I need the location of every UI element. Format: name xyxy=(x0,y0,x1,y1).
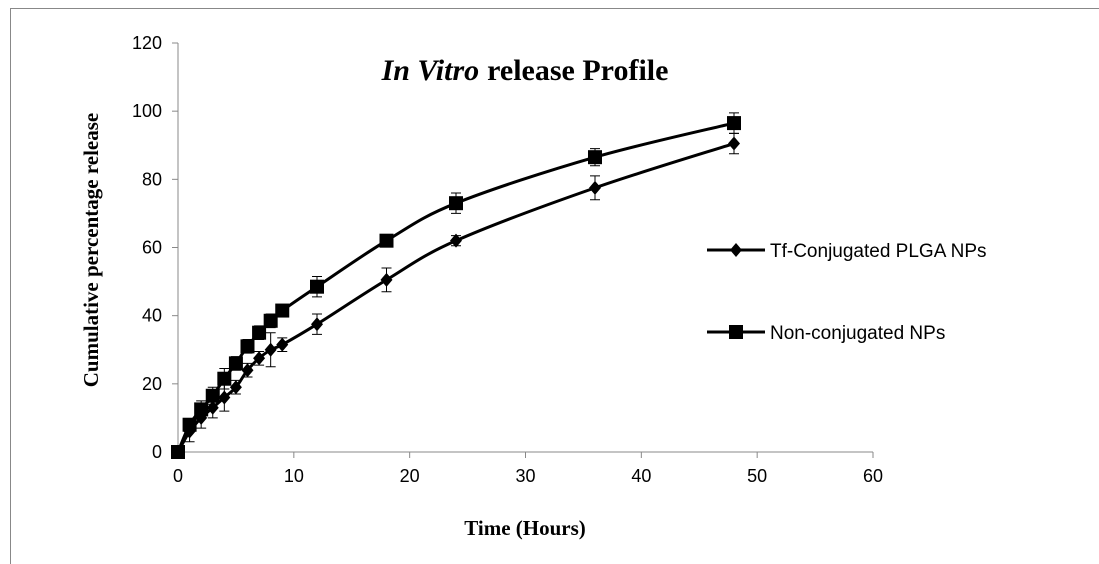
y-axis-title: Cumulative percentage release xyxy=(79,113,103,388)
marker-diamond xyxy=(311,317,323,332)
series-line xyxy=(176,142,735,453)
y-tick-label: 20 xyxy=(142,374,162,394)
marker-square xyxy=(310,279,324,294)
marker-square xyxy=(588,150,602,165)
x-tick-label: 10 xyxy=(284,466,304,486)
legend-label: Tf-Conjugated PLGA NPs xyxy=(770,241,987,262)
marker-square xyxy=(727,116,741,131)
title-rest: release Profile xyxy=(487,54,668,87)
marker-diamond xyxy=(728,136,740,151)
series-line xyxy=(176,121,735,453)
chart-frame xyxy=(10,8,1099,564)
marker-square xyxy=(228,356,243,371)
y-tick-label: 0 xyxy=(152,442,162,462)
title-italic: In Vitro xyxy=(381,54,480,87)
marker-square xyxy=(205,388,220,403)
marker-square xyxy=(182,417,197,432)
marker-diamond xyxy=(241,363,254,378)
legend-marker xyxy=(730,243,742,257)
marker-square xyxy=(240,339,255,354)
marker-diamond xyxy=(229,380,242,395)
marker-square xyxy=(275,303,290,318)
x-tick-label: 60 xyxy=(863,466,883,486)
legend-label: Non-conjugated NPs xyxy=(770,323,945,344)
marker-square xyxy=(217,371,232,386)
x-tick-label: 50 xyxy=(747,466,767,486)
marker-diamond xyxy=(589,180,601,195)
marker-square xyxy=(171,445,185,459)
chart-title: In Vitro release Profile xyxy=(381,54,669,87)
y-tick-label: 80 xyxy=(142,169,162,189)
x-tick-label: 30 xyxy=(515,466,535,486)
marker-square xyxy=(449,196,463,211)
marker-diamond xyxy=(380,272,393,287)
y-tick-label: 40 xyxy=(142,306,162,326)
y-tick-label: 120 xyxy=(132,33,162,53)
marker-diamond xyxy=(450,233,462,248)
marker-diamond xyxy=(218,390,231,405)
marker-diamond xyxy=(276,337,289,352)
legend-marker xyxy=(729,325,743,339)
marker-square xyxy=(263,313,278,328)
x-axis-title: Time (Hours) xyxy=(464,516,586,540)
x-tick-label: 0 xyxy=(173,466,183,486)
marker-square xyxy=(379,233,394,248)
marker-square xyxy=(252,325,267,340)
x-tick-label: 20 xyxy=(400,466,420,486)
marker-diamond xyxy=(264,342,277,357)
x-tick-label: 40 xyxy=(631,466,651,486)
marker-diamond xyxy=(253,351,266,366)
y-tick-label: 60 xyxy=(142,238,162,258)
marker-square xyxy=(194,402,209,417)
y-tick-label: 100 xyxy=(132,101,162,121)
